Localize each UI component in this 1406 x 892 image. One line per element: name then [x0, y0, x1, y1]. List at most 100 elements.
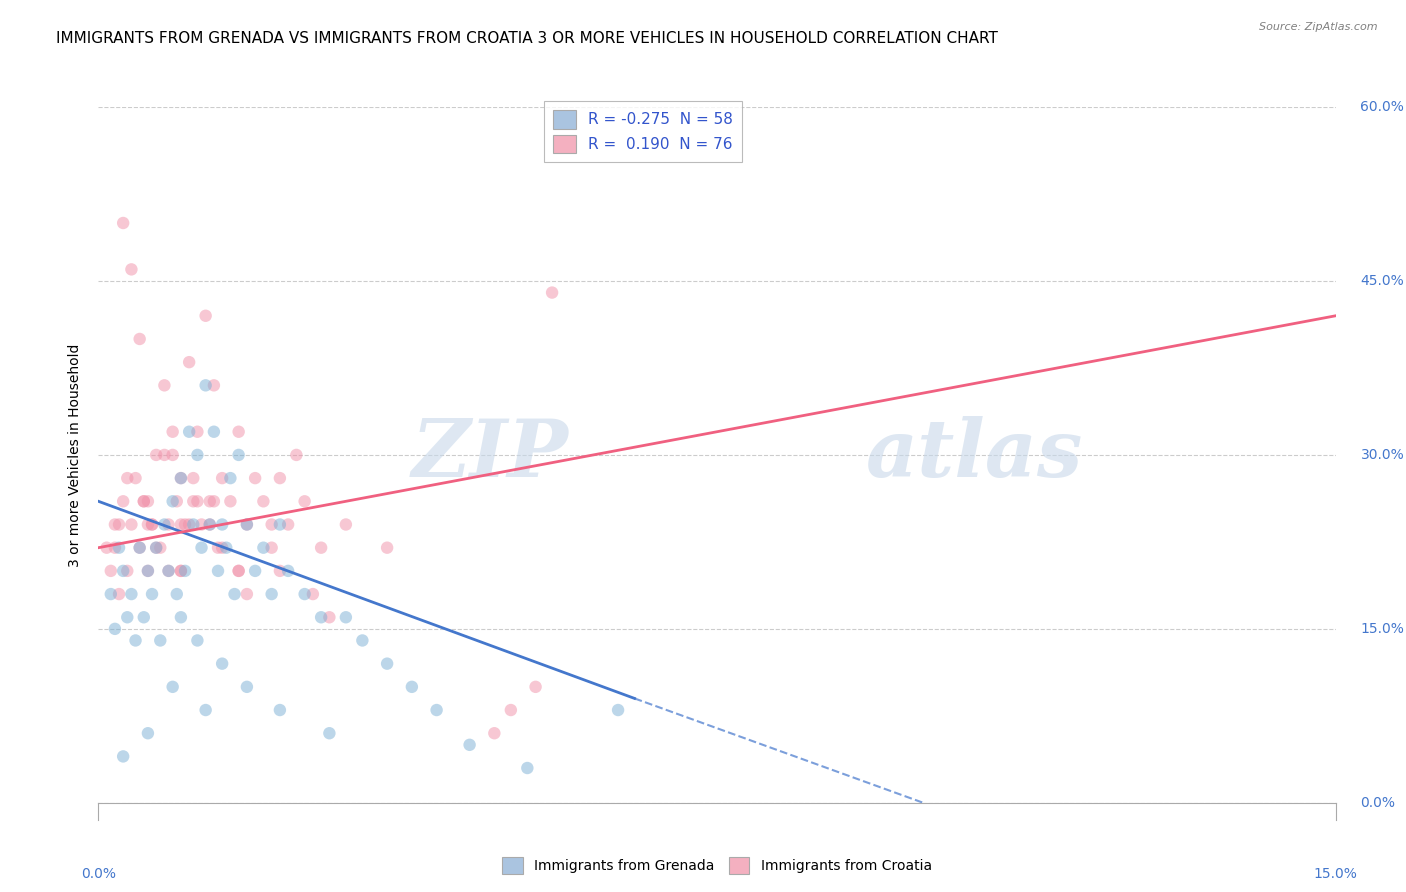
Point [112, 216, 135, 230]
Point [153, 517, 176, 532]
Text: 15.0%: 15.0% [1361, 622, 1405, 636]
Point [524, 680, 547, 694]
Point [228, 564, 250, 578]
Point [120, 262, 142, 277]
Point [179, 425, 201, 439]
Point [401, 680, 423, 694]
Point [179, 517, 201, 532]
Point [236, 587, 259, 601]
Text: 30.0%: 30.0% [1361, 448, 1405, 462]
Point [124, 471, 146, 485]
Point [132, 610, 155, 624]
Point [136, 564, 159, 578]
Point [211, 541, 233, 555]
Point [243, 471, 266, 485]
Point [484, 726, 506, 740]
Text: 0.0%: 0.0% [82, 867, 115, 880]
Point [335, 517, 357, 532]
Point [211, 657, 233, 671]
Point [207, 541, 229, 555]
Point [174, 517, 197, 532]
Point [277, 564, 299, 578]
Point [375, 657, 398, 671]
Point [104, 517, 127, 532]
Point [157, 564, 180, 578]
Point [236, 517, 259, 532]
Point [145, 541, 167, 555]
Point [309, 610, 332, 624]
Point [108, 541, 131, 555]
Text: 45.0%: 45.0% [1361, 274, 1405, 288]
Point [128, 541, 150, 555]
Point [318, 610, 340, 624]
Point [207, 564, 229, 578]
Point [149, 633, 172, 648]
Point [136, 494, 159, 508]
Point [458, 738, 481, 752]
Point [132, 494, 155, 508]
Point [302, 587, 325, 601]
Point [194, 378, 217, 392]
Point [104, 622, 127, 636]
Point [228, 564, 250, 578]
Point [170, 471, 193, 485]
Point [181, 494, 204, 508]
Point [149, 541, 172, 555]
Point [285, 448, 308, 462]
Point [153, 378, 176, 392]
Point [211, 471, 233, 485]
Y-axis label: 3 or more Vehicles in Household: 3 or more Vehicles in Household [69, 343, 83, 566]
Point [153, 448, 176, 462]
Point [186, 633, 208, 648]
Point [162, 425, 184, 439]
Point [294, 587, 316, 601]
Point [162, 448, 184, 462]
Point [499, 703, 522, 717]
Point [128, 541, 150, 555]
Point [252, 494, 274, 508]
Text: ZIP: ZIP [412, 417, 568, 493]
Point [120, 587, 142, 601]
Point [112, 749, 135, 764]
Point [117, 564, 139, 578]
Point [181, 517, 204, 532]
Point [260, 541, 283, 555]
Point [194, 309, 217, 323]
Point [108, 517, 131, 532]
Point [269, 703, 291, 717]
Point [157, 564, 180, 578]
Point [224, 587, 246, 601]
Point [108, 587, 131, 601]
Point [516, 761, 538, 775]
Text: 60.0%: 60.0% [1361, 100, 1405, 114]
Point [426, 703, 449, 717]
Point [190, 517, 212, 532]
Point [136, 564, 159, 578]
Point [198, 494, 221, 508]
Point [141, 587, 163, 601]
Point [269, 564, 291, 578]
Point [112, 494, 135, 508]
Point [211, 517, 233, 532]
Point [181, 471, 204, 485]
Point [157, 517, 180, 532]
Point [141, 517, 163, 532]
Point [607, 703, 630, 717]
Point [120, 517, 142, 532]
Point [243, 564, 266, 578]
Point [145, 541, 167, 555]
Text: 0.0%: 0.0% [1361, 796, 1395, 810]
Point [219, 494, 242, 508]
Point [174, 564, 197, 578]
Point [170, 471, 193, 485]
Text: Source: ZipAtlas.com: Source: ZipAtlas.com [1260, 22, 1378, 32]
Point [375, 541, 398, 555]
Point [141, 517, 163, 532]
Point [228, 448, 250, 462]
Point [260, 587, 283, 601]
Text: 15.0%: 15.0% [1313, 867, 1358, 880]
Point [124, 633, 146, 648]
Point [260, 517, 283, 532]
Point [252, 541, 274, 555]
Text: IMMIGRANTS FROM GRENADA VS IMMIGRANTS FROM CROATIA 3 OR MORE VEHICLES IN HOUSEHO: IMMIGRANTS FROM GRENADA VS IMMIGRANTS FR… [56, 31, 998, 46]
